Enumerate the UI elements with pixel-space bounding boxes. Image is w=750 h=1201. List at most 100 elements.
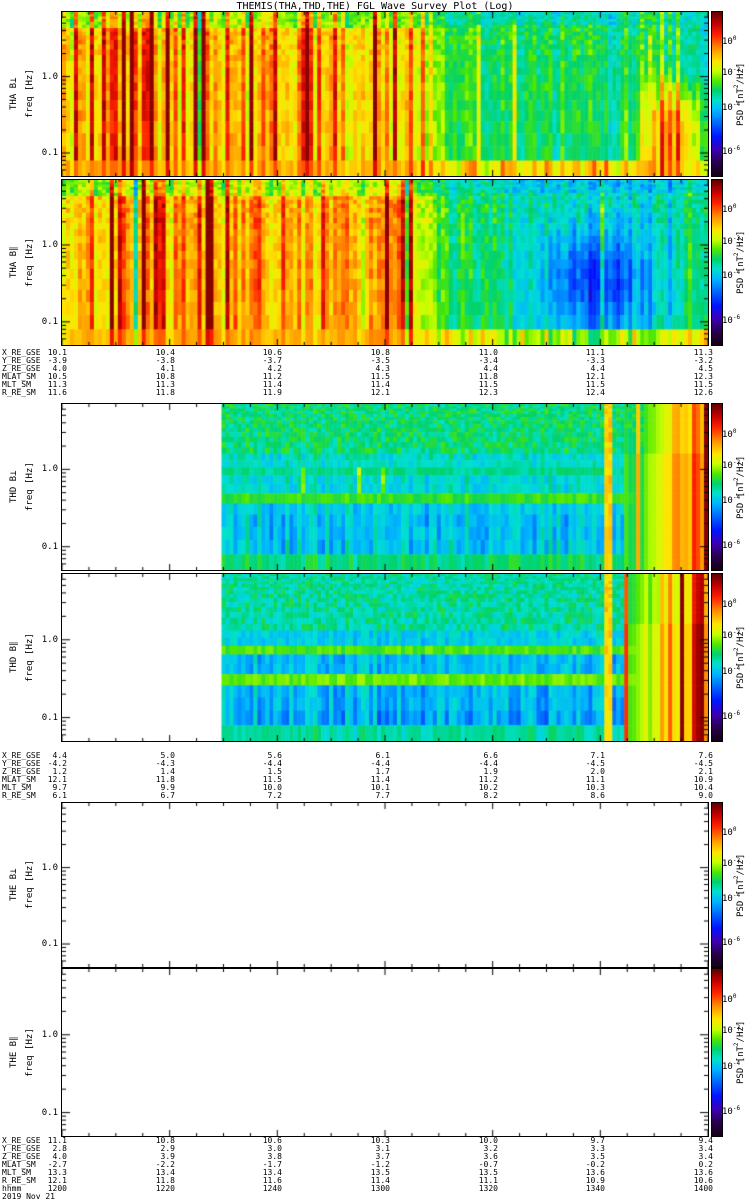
colorbar-tick-label-thd-bperp: 100 (722, 427, 737, 440)
ephemeris-value: 4.4 (483, 364, 498, 373)
ephemeris-value: 3.9 (160, 1152, 175, 1161)
ephemeris-value: 11.5 (262, 775, 282, 784)
ephemeris-value: 3.6 (483, 1152, 498, 1161)
ephemeris-value: 11.8 (155, 388, 175, 397)
ephemeris-value: -3.2 (693, 356, 713, 365)
ephemeris-value: 7.1 (590, 751, 605, 760)
ephemeris-value: 13.4 (155, 1168, 175, 1177)
colorbar-tick-label-thd-bpar: 10-4 (722, 664, 741, 677)
ephemeris-value: 11.1 (47, 1136, 67, 1145)
freq-tick-label-tha-bpar: 0.1 (41, 316, 58, 327)
ephemeris-value: 1.7 (375, 767, 390, 776)
ephemeris-value: 11.3 (155, 380, 175, 389)
ephemeris-row-label-thd: MLAT_SM (2, 775, 36, 784)
colorbar-tick-label-thd-bpar: 100 (722, 597, 737, 610)
ephemeris-row-label-tha: Z_RE_GSE (2, 364, 41, 373)
colorbar-tick-label-the-bperp: 10-6 (722, 936, 741, 949)
ephemeris-value: 11.9 (262, 388, 282, 397)
ephemeris-value: 12.4 (585, 388, 605, 397)
psd-axis-label-the-bperp: PSD [nT2/Hz] (733, 853, 746, 917)
ephemeris-value: 6.7 (160, 791, 175, 800)
ephemeris-value: 6.6 (483, 751, 498, 760)
time-tick-label: 1340 (585, 1184, 605, 1193)
ephemeris-value: 3.8 (267, 1152, 282, 1161)
ephemeris-value: 2.8 (52, 1144, 67, 1153)
ephemeris-value: 10.5 (47, 372, 67, 381)
colorbar-tick-label-thd-bpar: 10-2 (722, 629, 741, 642)
ephemeris-value: -3.7 (262, 356, 282, 365)
ephemeris-value: -0.7 (478, 1160, 498, 1169)
colorbar-tick-label-the-bpar: 10-2 (722, 1024, 741, 1037)
panel-label-tha-bpar: THA B∥ (9, 246, 19, 279)
ephemeris-row-label-tha: MLAT_SM (2, 372, 36, 381)
spectrogram-panel-tha-bpar (61, 179, 709, 346)
spectrogram-canvas-the-bpar (62, 969, 708, 1136)
ephemeris-value: 11.4 (370, 775, 390, 784)
psd-axis-label-thd-bperp: PSD [nT2/Hz] (733, 455, 746, 519)
colorbar-tick-label-tha-bpar: 100 (722, 203, 737, 216)
ephemeris-value: 4.3 (375, 364, 390, 373)
spectrogram-canvas-the-bperp (62, 803, 708, 967)
colorbar-tick-label-the-bpar: 10-6 (722, 1104, 741, 1117)
ephemeris-value: -4.4 (262, 759, 282, 768)
freq-tick-label-thd-bperp: 0.1 (41, 541, 58, 552)
ephemeris-value: 12.1 (47, 1176, 67, 1185)
time-tick-label: 1240 (262, 1184, 282, 1193)
psd-axis-label-the-bpar: PSD [nT2/Hz] (733, 1020, 746, 1085)
spectrogram-panel-thd-bpar (61, 573, 709, 742)
ephemeris-row-label-tha: R_RE_SM (2, 388, 36, 397)
ephemeris-value: -3.9 (47, 356, 67, 365)
ephemeris-value: 9.7 (590, 1136, 605, 1145)
ephemeris-row-label-thd: R_RE_SM (2, 791, 36, 800)
date-label: 2019 Nov 21 (2, 1192, 55, 1201)
psd-axis-label-tha-bperp: PSD [nT2/Hz] (733, 62, 746, 126)
ephemeris-value: 11.4 (262, 380, 282, 389)
ephemeris-value: 1.5 (267, 767, 282, 776)
ephemeris-row-label-the: Z_RE_GSE (2, 1152, 41, 1161)
ephemeris-row-label-thd: MLT_SM (2, 783, 31, 792)
freq-tick-label-thd-bpar: 1.0 (41, 634, 58, 645)
ephemeris-value: 11.4 (370, 380, 390, 389)
colorbar-tick-label-thd-bperp: 10-4 (722, 493, 741, 506)
time-axis-label: hhmm (2, 1184, 22, 1193)
ephemeris-value: 11.3 (693, 348, 713, 357)
ephemeris-value: 11.8 (478, 372, 498, 381)
ephemeris-value: -3.8 (155, 356, 175, 365)
ephemeris-row-label-tha: X_RE_GSE (2, 348, 41, 357)
ephemeris-value: -4.5 (693, 759, 713, 768)
ephemeris-value: -4.2 (47, 759, 67, 768)
ephemeris-value: 12.1 (370, 388, 390, 397)
ephemeris-value: 11.1 (585, 775, 605, 784)
ephemeris-value: 10.3 (585, 783, 605, 792)
ephemeris-value: 5.6 (267, 751, 282, 760)
ephemeris-value: 11.0 (478, 348, 498, 357)
ephemeris-row-label-thd: Y_RE_GSE (2, 759, 41, 768)
freq-tick-label-the-bpar: 0.1 (41, 1107, 58, 1118)
psd-axis-label-thd-bpar: PSD [nT2/Hz] (733, 625, 746, 690)
ephemeris-value: 11.1 (585, 348, 605, 357)
ephemeris-value: 12.1 (585, 372, 605, 381)
spectrogram-panel-the-bpar (61, 968, 709, 1137)
ephemeris-row-label-tha: MLT_SM (2, 380, 31, 389)
ephemeris-value: 9.9 (160, 783, 175, 792)
colorbar-tick-label-tha-bpar: 10-4 (722, 269, 741, 282)
ephemeris-value: -4.4 (370, 759, 390, 768)
ephemeris-value: 11.8 (155, 775, 175, 784)
freq-tick-label-tha-bpar: 1.0 (41, 239, 58, 250)
colorbar-thd-bperp (711, 403, 723, 571)
time-tick-label: 1320 (478, 1184, 498, 1193)
ephemeris-row-label-the: R_RE_SM (2, 1176, 36, 1185)
panel-label-the-bpar: THE B∥ (9, 1036, 19, 1069)
ephemeris-value: 10.0 (478, 1136, 498, 1145)
colorbar-tick-label-thd-bpar: 10-6 (722, 709, 741, 722)
psd-axis-label-tha-bpar: PSD [nT2/Hz] (733, 230, 746, 295)
freq-tick-label-the-bperp: 0.1 (41, 938, 58, 949)
ephemeris-value: 3.7 (375, 1152, 390, 1161)
ephemeris-value: 3.3 (590, 1144, 605, 1153)
ephemeris-value: 10.9 (693, 775, 713, 784)
ephemeris-value: 10.4 (693, 783, 713, 792)
ephemeris-value: 9.7 (52, 783, 67, 792)
colorbar-tick-label-thd-bperp: 10-6 (722, 538, 741, 551)
ephemeris-row-label-thd: X_RE_GSE (2, 751, 41, 760)
panel-label-the-bperp: THE B⊥ (9, 868, 19, 902)
